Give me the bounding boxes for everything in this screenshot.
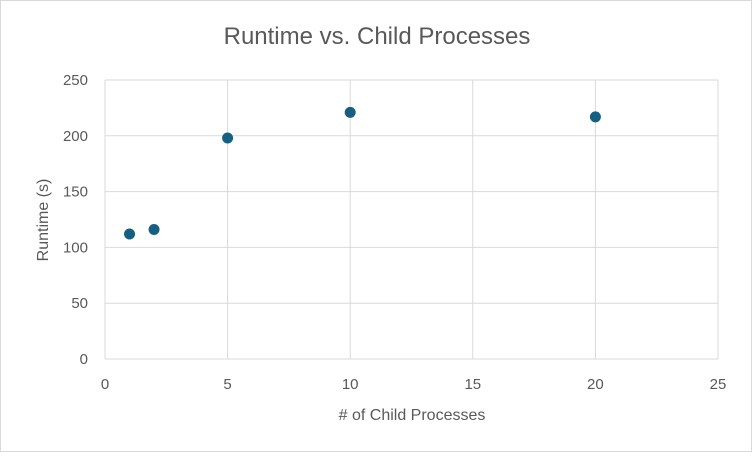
y-tick-label: 0 xyxy=(80,351,88,368)
y-axis-title: Runtime (s) xyxy=(35,179,52,262)
tick-labels: 0 50 100 150 200 250 0 5 10 15 20 25 xyxy=(63,72,726,393)
x-tick-label: 5 xyxy=(223,376,231,393)
y-tick-label: 50 xyxy=(71,295,88,312)
y-tick-label: 250 xyxy=(63,72,88,89)
data-point xyxy=(222,132,234,144)
x-tick-label: 20 xyxy=(587,376,604,393)
chart-title: Runtime vs. Child Processes xyxy=(224,23,531,50)
data-point xyxy=(344,106,356,118)
data-point xyxy=(124,228,136,240)
y-tick-label: 150 xyxy=(63,184,88,201)
x-tick-label: 25 xyxy=(710,376,727,393)
gridlines xyxy=(104,79,719,360)
data-points xyxy=(124,106,601,240)
x-tick-label: 10 xyxy=(342,376,359,393)
x-tick-label: 15 xyxy=(464,376,481,393)
data-point xyxy=(589,111,601,123)
y-tick-label: 100 xyxy=(63,239,88,256)
y-tick-label: 200 xyxy=(63,128,88,145)
x-axis-title: # of Child Processes xyxy=(339,407,486,424)
data-point xyxy=(148,224,160,236)
x-tick-label: 0 xyxy=(101,376,109,393)
